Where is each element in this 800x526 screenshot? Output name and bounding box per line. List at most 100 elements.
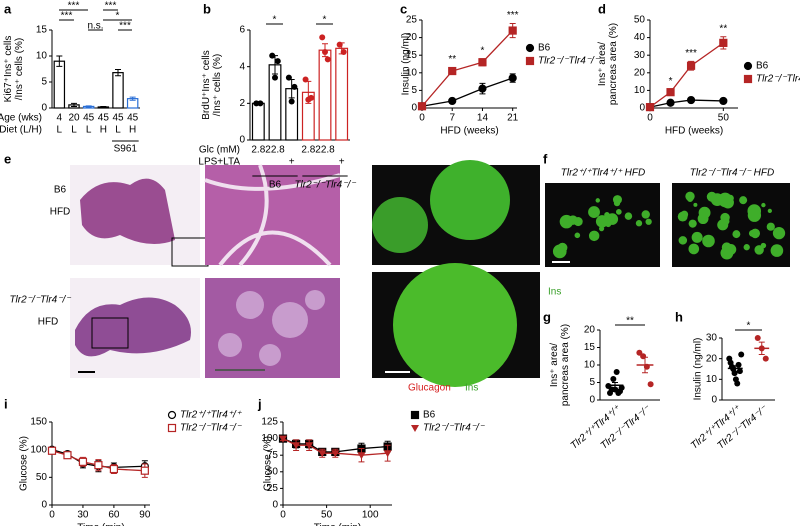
islet	[766, 222, 775, 231]
significance: *	[481, 45, 485, 56]
data-point	[308, 94, 315, 101]
marker	[666, 98, 675, 107]
x-tick-label: 100	[362, 510, 379, 521]
y-tick-label: 20	[406, 32, 418, 43]
data-point	[734, 380, 741, 387]
y-tick-label: 150	[30, 417, 47, 428]
x-tick-label: H	[100, 125, 107, 136]
x-tick-label: 0	[419, 113, 425, 124]
significance: ***	[61, 11, 73, 22]
panel-letter: e	[4, 151, 11, 166]
islet	[748, 230, 756, 237]
islet	[687, 196, 694, 203]
data-point	[754, 335, 761, 341]
error-bar	[85, 105, 92, 108]
legend-label: Tlr2⁻/⁻Tlr4⁻/⁻	[180, 423, 242, 434]
line	[649, 42, 724, 108]
legend-label: B6	[756, 61, 769, 72]
data-point	[636, 349, 643, 356]
islet	[641, 210, 650, 219]
y-tick-label: 100	[30, 444, 47, 455]
data-point	[336, 41, 343, 48]
x-tick-label: 2.8	[251, 145, 265, 156]
marker	[719, 38, 728, 47]
x-tick-label: 30	[77, 510, 89, 521]
y-axis-label: Insulin (ng/ml)	[401, 33, 412, 96]
legend-label: B6	[423, 410, 436, 421]
panel-letter: d	[598, 1, 606, 16]
error-bar	[56, 55, 63, 67]
row-label: Age (wks)	[0, 113, 42, 124]
x-tick-label: 45	[83, 113, 95, 124]
y-tick-label: 10	[584, 360, 596, 371]
y-tick-label: 15	[406, 50, 418, 61]
data-point	[269, 52, 276, 59]
stain-label: Ins	[548, 287, 561, 298]
significance: *	[669, 76, 673, 87]
significance: n.s.	[87, 21, 103, 32]
data-point	[738, 351, 745, 358]
y-tick-label: 10	[706, 374, 718, 385]
x-tick-label: 20	[68, 113, 80, 124]
x-tick-label: 2.8	[301, 145, 315, 156]
islet	[635, 220, 643, 227]
legend-label: Tlr2⁺/⁺Tlr4⁺/⁺	[180, 410, 242, 421]
marker	[279, 435, 287, 443]
row-labels: B6 HFD Tlr2⁻/⁻Tlr4⁻/⁻ HFD Glucagon Ins	[9, 185, 478, 394]
islet	[767, 208, 772, 213]
data-point	[735, 361, 742, 368]
legend-label: Tlr2⁻/⁻Tlr4⁻/⁻	[756, 74, 800, 85]
error-bar	[115, 69, 121, 77]
marker	[140, 466, 149, 475]
x-tick-label: 0	[280, 510, 286, 521]
error-bar	[71, 102, 77, 107]
stain-label: Ins	[465, 383, 478, 394]
row-label: Tlr2⁻/⁻Tlr4⁻/⁻	[9, 295, 71, 306]
data-point	[302, 76, 309, 83]
data-point	[610, 376, 617, 382]
error-bar	[129, 96, 136, 101]
group-label: Tlr2⁻/⁻Tlr4⁻/⁻	[294, 180, 356, 191]
significance: ***	[68, 1, 80, 12]
x-tick-label: 7	[449, 113, 455, 124]
islet	[677, 211, 688, 222]
marker	[478, 84, 487, 93]
x-tick-label: L	[57, 125, 63, 136]
y-tick-label: 5	[41, 77, 47, 88]
legend-marker	[743, 61, 753, 71]
data-point	[731, 370, 738, 377]
row-label: HFD	[38, 317, 59, 328]
stain-label: Glucagon	[408, 383, 451, 394]
row-label: LPS+LTA	[198, 157, 240, 168]
x-tick-label: 60	[108, 510, 120, 521]
panel-letter: c	[400, 1, 407, 16]
x-tick-label: 45	[98, 113, 110, 124]
x-tick-label: 22.8	[315, 145, 335, 156]
panel-letter: f	[543, 151, 548, 166]
x-tick-label: 0	[647, 113, 653, 124]
islet	[739, 196, 748, 205]
marker	[686, 61, 696, 70]
group-label: S961	[114, 144, 138, 155]
y-axis-label: Glucose (%)	[263, 436, 274, 491]
significance: *	[747, 321, 751, 332]
y-tick-label: 6	[239, 25, 245, 36]
x-tick-label: 50	[718, 113, 730, 124]
y-axis-label: pancreas area (%)	[560, 324, 571, 406]
islet	[615, 208, 622, 215]
significance: ***	[507, 10, 519, 21]
data-point	[640, 353, 647, 360]
y-tick-label: 5	[411, 85, 417, 96]
data-point	[288, 98, 295, 105]
panel-letter: a	[4, 1, 12, 16]
marker	[448, 66, 457, 76]
islet	[702, 234, 715, 248]
y-tick-label: 15	[36, 25, 48, 36]
islet	[595, 198, 601, 203]
legend-marker	[525, 56, 535, 66]
significance: ***	[105, 1, 117, 12]
row-label: HFD	[50, 207, 71, 218]
data-point	[324, 56, 331, 63]
y-tick-label: 0	[711, 395, 717, 406]
significance: ***	[685, 48, 697, 59]
